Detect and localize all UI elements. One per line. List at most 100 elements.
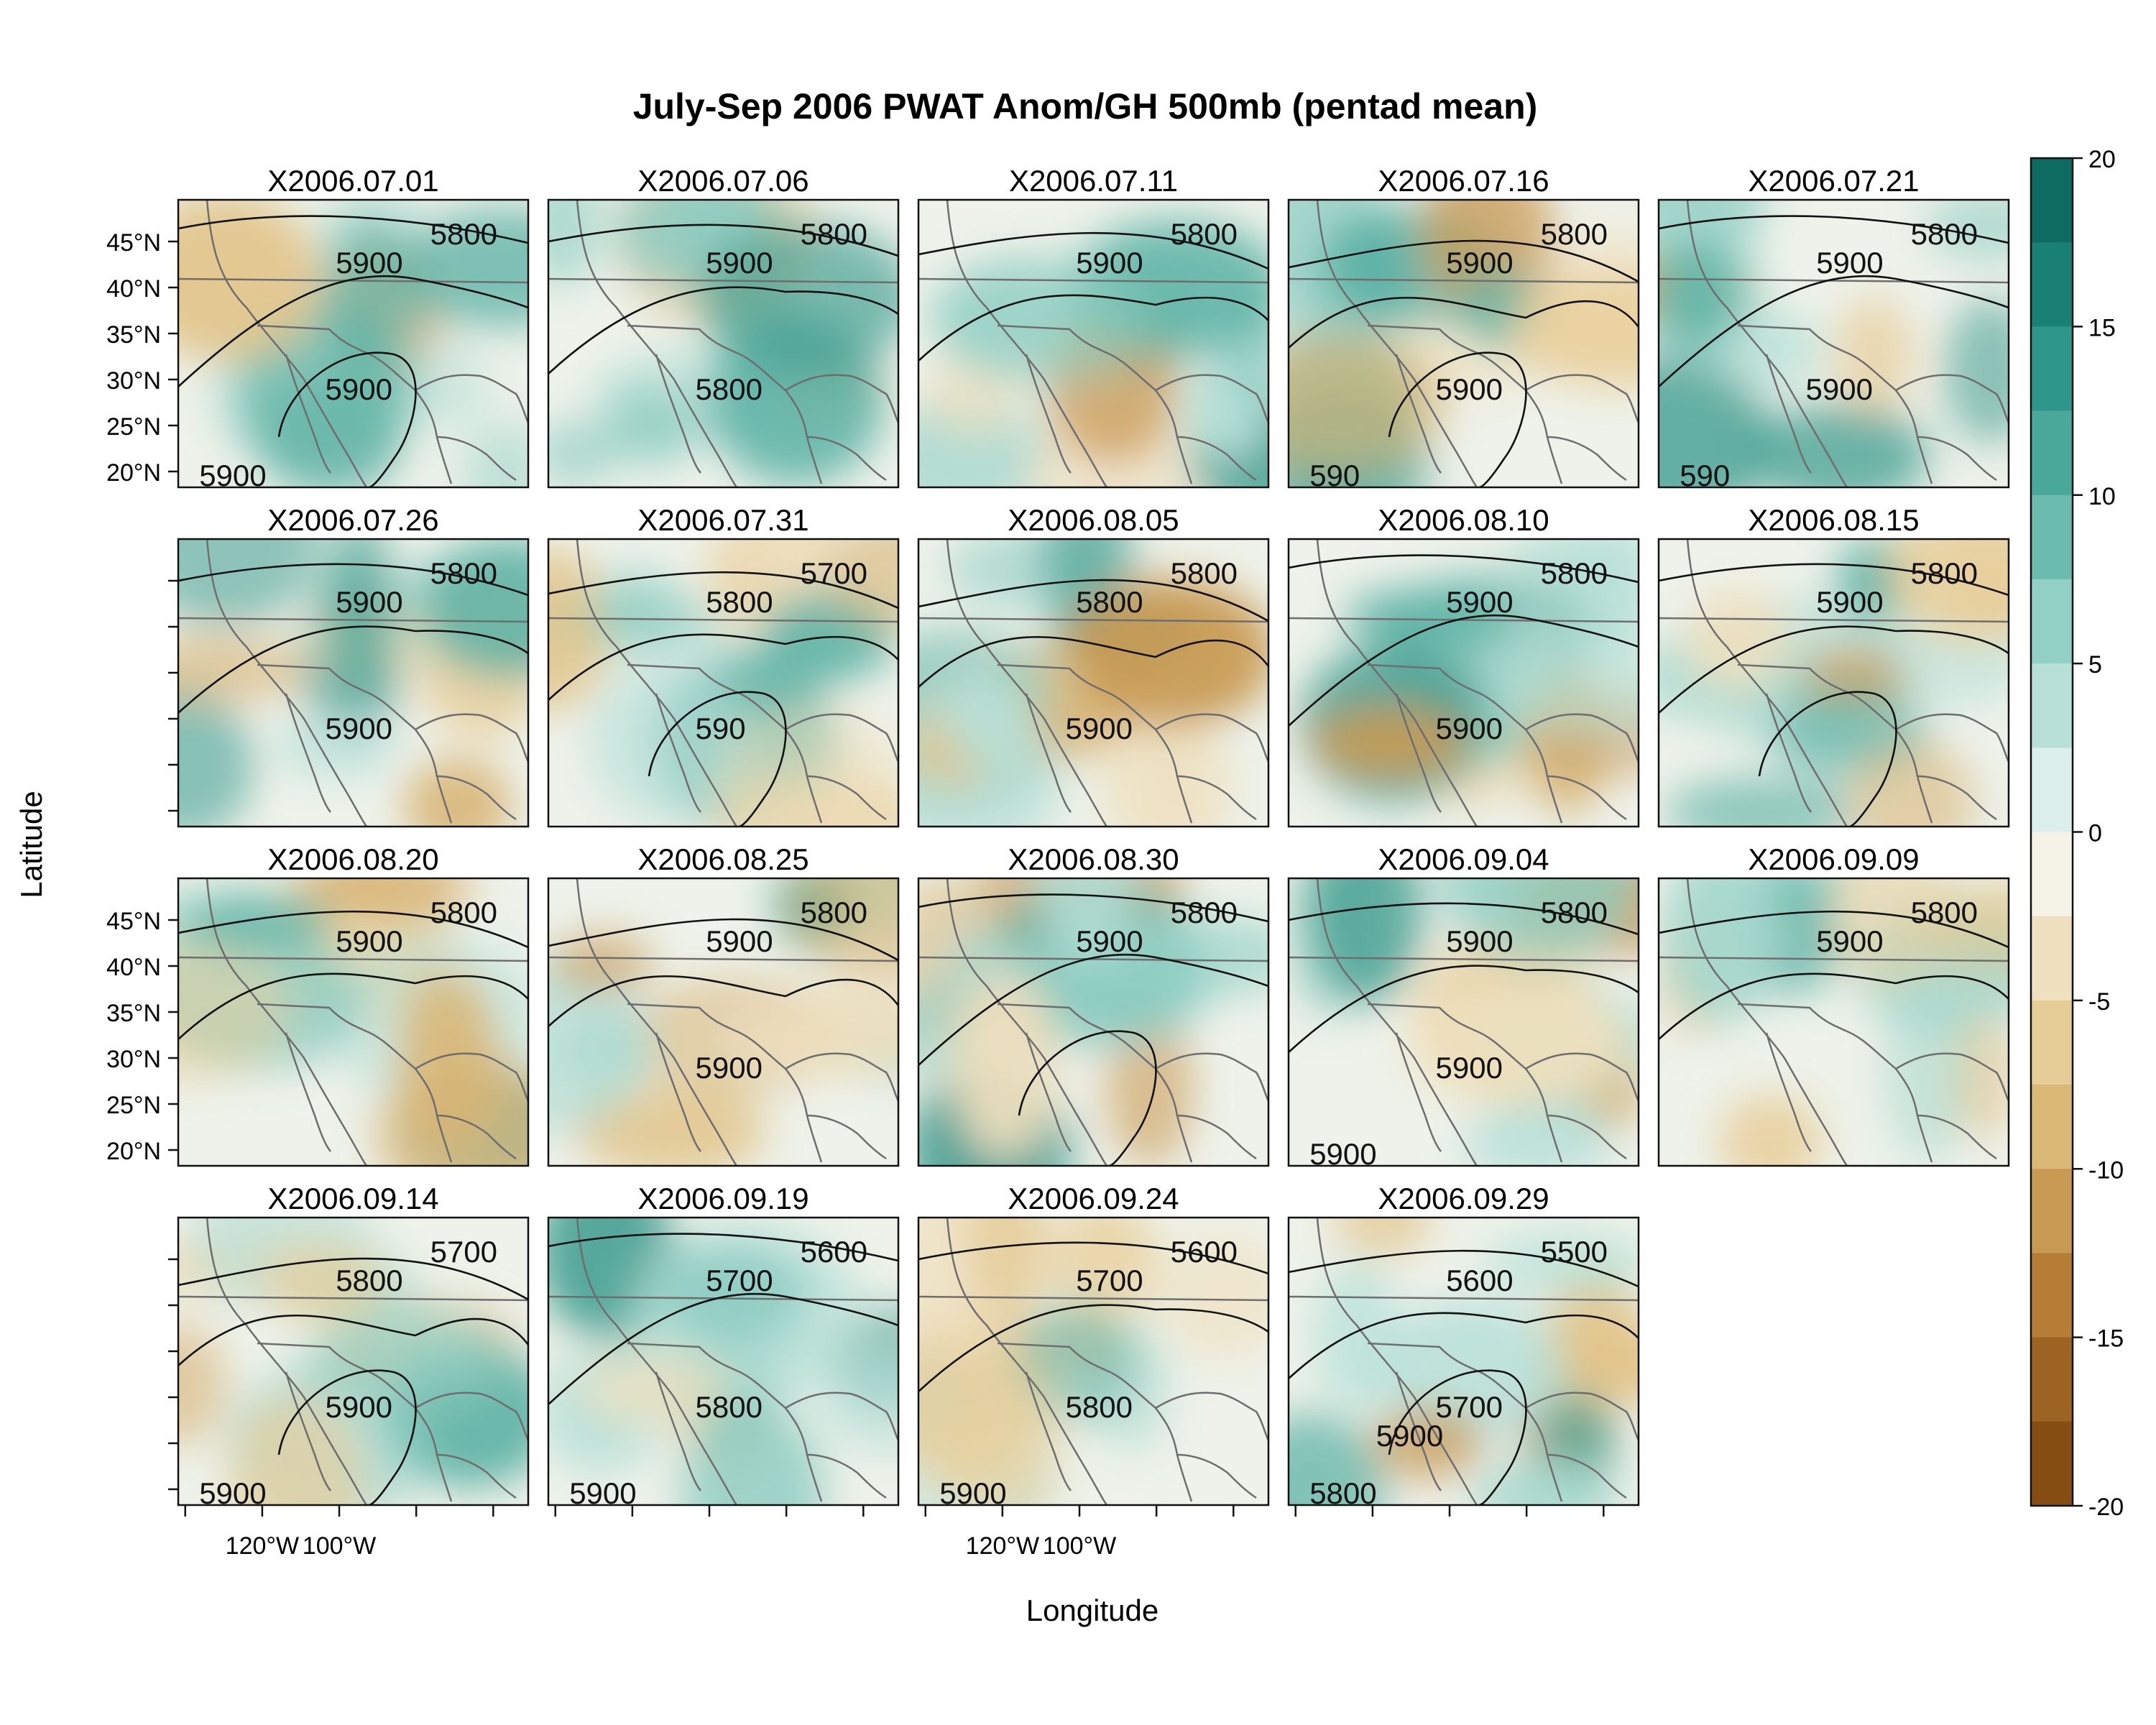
coastline	[178, 539, 528, 827]
lat-tick-label: 40°N	[106, 954, 161, 981]
contour-label: 5700	[1076, 1264, 1143, 1297]
map-panel: X2006.07.26 5800 5900 5900	[177, 503, 530, 828]
lat-tick-label: 20°N	[106, 1138, 161, 1165]
panel-date-label: X2006.07.11	[1009, 164, 1178, 198]
panel-frame	[177, 1216, 530, 1506]
colorbar-swatch	[2031, 1337, 2073, 1422]
contour-label: 5900	[1436, 1051, 1503, 1085]
panel-date-label: X2006.09.19	[637, 1182, 808, 1215]
panel-frame	[1287, 877, 1640, 1167]
colorbar-swatch	[2031, 158, 2073, 243]
contour-label: 5900	[1436, 712, 1503, 745]
height-contours	[918, 231, 1268, 362]
panel-frame	[917, 1216, 1270, 1506]
lat-tick-label: 20°N	[106, 459, 161, 487]
height-contours	[178, 215, 528, 487]
contour-label: 5800	[1171, 556, 1238, 590]
colorbar-swatch	[2031, 1421, 2073, 1506]
colorbar-swatch	[2031, 916, 2073, 1001]
pwat-anomaly-field: 5800 5900 5900 5900	[1289, 878, 1639, 1166]
contour-label: 5900	[1076, 246, 1143, 280]
panel-grid: X2006.07.015800590059005900X2006.07.0658…	[177, 164, 2010, 1510]
height-contours	[178, 563, 528, 714]
panel-date-label: X2006.07.21	[1748, 164, 1919, 198]
contour-label: 5600	[801, 1235, 867, 1269]
coastline	[548, 1218, 898, 1505]
colorbar-swatch	[2031, 663, 2073, 748]
coastline	[918, 1218, 1268, 1505]
colorbar-tick-label: -5	[2088, 988, 2110, 1016]
contour-label: 5900	[706, 924, 773, 958]
lat-tick-label: 25°N	[106, 1092, 161, 1119]
height-contours	[1659, 563, 2009, 827]
panel-date-label: X2006.07.16	[1378, 164, 1549, 198]
colorbar-tick-label: 15	[2088, 314, 2116, 341]
panel-frame	[1287, 1216, 1640, 1506]
panel-date-label: X2006.08.05	[1008, 503, 1179, 537]
contour-label: 5900	[939, 1476, 1006, 1510]
pwat-anomaly-field: 5700 5800 590	[548, 539, 898, 827]
panel-frame	[177, 538, 530, 828]
height-contours	[548, 224, 898, 374]
pwat-anomaly-field: 5800 5900 5900 5900	[178, 200, 528, 492]
panel-date-label: X2006.08.10	[1378, 503, 1549, 537]
colorbar-swatch	[2031, 1085, 2073, 1169]
contour-label: 5800	[430, 217, 497, 251]
contour-label: 5900	[1446, 924, 1513, 958]
contour-label: 5900	[336, 924, 402, 958]
contour-label: 5800	[801, 217, 867, 251]
coastline	[1289, 878, 1639, 1166]
coastline	[1289, 539, 1639, 827]
panel-date-label: X2006.07.06	[637, 164, 808, 198]
panel-frame	[1287, 198, 1640, 489]
colorbar-tick-label: 20	[2088, 146, 2116, 173]
contour-label: 5700	[801, 556, 867, 590]
panel-date-label: X2006.09.14	[267, 1182, 438, 1215]
colorbar-swatch	[2031, 748, 2073, 832]
panel-frame	[1287, 538, 1640, 828]
lat-tick-label: 35°N	[106, 321, 161, 349]
map-panel: X2006.07.31 5700 5800 590	[547, 503, 900, 828]
coastline	[1289, 1218, 1639, 1505]
pwat-anomaly-field: 5800 5900	[1659, 878, 2009, 1166]
colorbar: 20 15 10 5 0 -5 -10 -15 -20	[2030, 146, 2124, 1521]
panel-date-label: X2006.07.26	[267, 503, 438, 537]
contour-label: 5900	[199, 459, 266, 492]
contour-label: 5900	[1806, 372, 1873, 406]
height-contours	[1289, 239, 1639, 487]
contour-label: 5800	[1911, 556, 1978, 590]
contour-label: 5800	[1911, 217, 1978, 251]
coastline	[548, 878, 898, 1166]
x-axis-label: Longitude	[1026, 1593, 1159, 1627]
contour-label: 5900	[1376, 1419, 1443, 1453]
contour-label: 5900	[1446, 585, 1513, 619]
panel-date-label: X2006.08.20	[267, 842, 438, 876]
contour-label: 590	[696, 712, 746, 745]
contour-label: 5900	[569, 1476, 636, 1510]
contour-label: 5700	[430, 1235, 497, 1269]
colorbar-swatch	[2031, 326, 2073, 412]
pwat-anomaly-field: 5800 5900 5900 590	[1289, 200, 1639, 487]
contour-label: 5600	[1171, 1235, 1238, 1269]
axes: 45°N 40°N 35°N 30°N 25°N 20°N 45°N 40°N 35°N 30°N…	[106, 229, 1605, 1560]
contour-label: 5900	[336, 585, 402, 619]
contour-label: 5800	[801, 896, 867, 929]
contour-label: 5800	[696, 372, 763, 406]
colorbar-swatch	[2031, 832, 2073, 917]
pwat-anomaly-field: 5800 5800 5900	[918, 539, 1268, 827]
lat-tick-label: 35°N	[106, 1000, 161, 1027]
pwat-anomaly-field: 5800 5900	[918, 200, 1268, 487]
colorbar-swatch	[2031, 1169, 2073, 1254]
pwat-anomaly-field: 5800 5900	[918, 878, 1268, 1166]
colorbar-swatch	[2031, 1253, 2073, 1338]
panel-frame	[547, 877, 900, 1167]
panel-frame	[917, 198, 1270, 489]
map-panel: X2006.09.04 5800 5900 5900 5900	[1287, 842, 1640, 1167]
height-contours	[918, 579, 1268, 688]
map-panel: X2006.08.10 5800 5900 5900	[1287, 503, 1640, 828]
contour-label: 5700	[1436, 1390, 1503, 1424]
pwat-anomaly-field: 5600 5700 5800 5900	[918, 1218, 1268, 1510]
panel-date-label: X2006.09.09	[1748, 842, 1919, 876]
contour-label: 5900	[326, 712, 392, 745]
